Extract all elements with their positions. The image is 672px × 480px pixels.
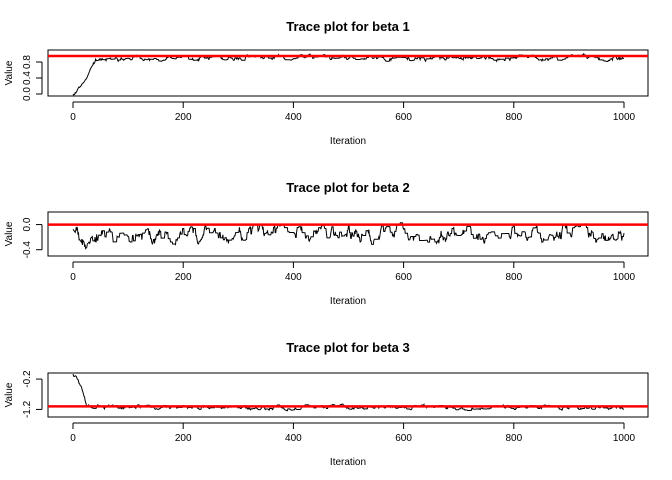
x-tick-label: 800 xyxy=(505,112,522,123)
plot-frame xyxy=(47,372,649,418)
x-axis-label: Iteration xyxy=(330,457,366,468)
x-axis-label: Iteration xyxy=(330,296,366,307)
x-axis-label: Iteration xyxy=(330,136,366,147)
x-tick-label: 600 xyxy=(395,112,412,123)
y-tick-label: -0.2 xyxy=(22,370,33,388)
x-tick-label: 200 xyxy=(175,433,192,444)
x-tick-label: 1000 xyxy=(613,272,636,283)
x-tick-label: 600 xyxy=(395,433,412,444)
x-tick-label: 800 xyxy=(505,433,522,444)
x-tick-label: 0 xyxy=(70,272,76,283)
x-tick-label: 600 xyxy=(395,272,412,283)
x-tick-label: 200 xyxy=(175,112,192,123)
x-tick-label: 1000 xyxy=(613,433,636,444)
trace-panel-beta-3: Trace plot for beta 3 0 200 400 600 800 1000 It… xyxy=(4,340,649,468)
x-tick-label: 200 xyxy=(175,272,192,283)
x-tick-label: 400 xyxy=(285,112,302,123)
x-tick-label: 400 xyxy=(285,272,302,283)
y-axis-label: Value xyxy=(4,382,15,407)
trace-line xyxy=(72,222,625,250)
x-tick-label: 800 xyxy=(505,272,522,283)
plot-title: Trace plot for beta 1 xyxy=(286,19,410,34)
y-tick-label: 0.0 xyxy=(22,87,33,101)
x-tick-label: 0 xyxy=(70,112,76,123)
y-tick-label: -0.4 xyxy=(22,241,33,259)
plot-frame xyxy=(47,211,649,257)
y-tick-label: 0.4 xyxy=(22,71,33,85)
y-tick-label: 0.0 xyxy=(22,217,33,231)
x-tick-label: 1000 xyxy=(613,112,636,123)
plot-title: Trace plot for beta 2 xyxy=(286,180,410,195)
y-tick-label: 0.8 xyxy=(22,55,33,69)
trace-line xyxy=(72,52,625,96)
x-tick-label: 0 xyxy=(70,433,76,444)
x-tick-label: 400 xyxy=(285,433,302,444)
trace-panel-beta-1: Trace plot for beta 1 0 200 400 600 800 1000 It… xyxy=(4,19,649,147)
plot-title: Trace plot for beta 3 xyxy=(286,340,410,355)
y-tick-label: -1.2 xyxy=(22,400,33,418)
trace-panel-beta-2: Trace plot for beta 2 0 200 400 600 800 1000 It… xyxy=(4,180,649,307)
plot-frame xyxy=(47,49,649,97)
y-axis-label: Value xyxy=(4,221,15,246)
y-axis-label: Value xyxy=(4,60,15,85)
